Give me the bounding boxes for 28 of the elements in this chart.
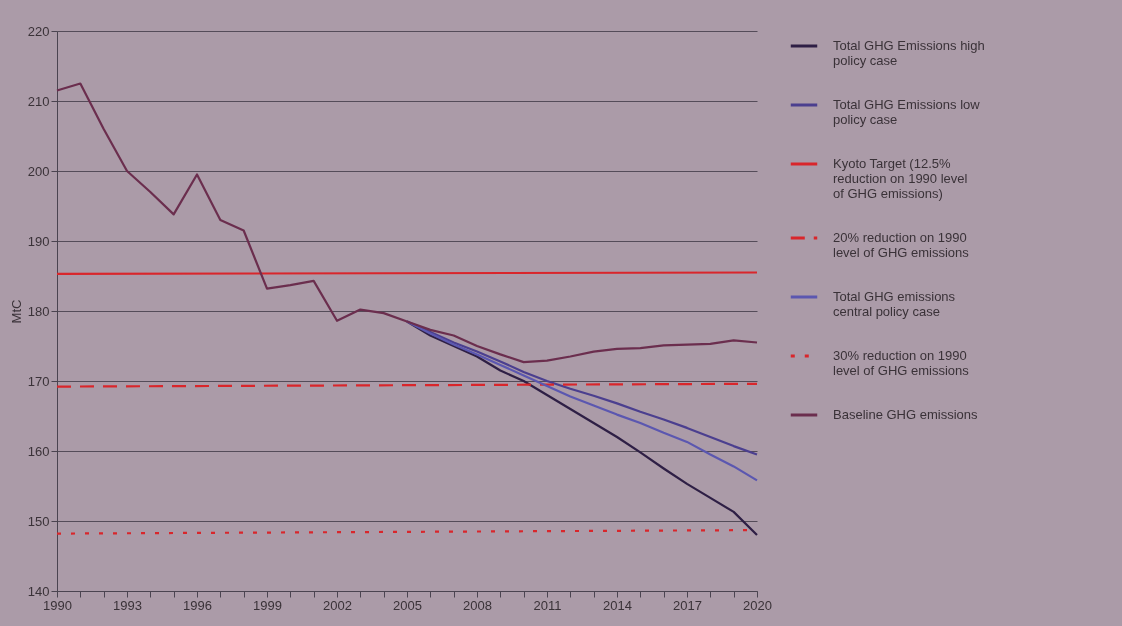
legend-label: Total GHG Emissions low policy case xyxy=(833,97,981,127)
legend-label: Kyoto Target (12.5% reduction on 1990 level of GHG emissions) xyxy=(833,156,968,201)
x-tick-label: 2005 xyxy=(393,597,422,613)
y-tick-label: 170 xyxy=(27,373,50,389)
y-tick-label: 180 xyxy=(27,303,50,319)
y-axis-title: MtC xyxy=(8,299,24,324)
x-tick-label: 2011 xyxy=(533,597,562,613)
x-tick-label: 1993 xyxy=(113,597,142,613)
y-tick-label: 220 xyxy=(27,23,50,39)
legend-label: Total GHG Emissions high policy case xyxy=(833,38,985,68)
legend-label: Baseline GHG emissions xyxy=(833,407,978,422)
legend-label: Total GHG emissions central policy case xyxy=(833,289,956,319)
y-tick-label: 200 xyxy=(27,163,50,179)
x-tick-label: 2017 xyxy=(673,597,702,613)
y-tick-label: 190 xyxy=(27,233,50,249)
legend-label: 30% reduction on 1990 level of GHG emissions xyxy=(833,348,970,378)
legend-label: 20% reduction on 1990 level of GHG emissions xyxy=(833,230,970,260)
y-tick-label: 140 xyxy=(27,583,50,599)
y-tick-label: 160 xyxy=(27,443,50,459)
x-tick-label: 2014 xyxy=(603,597,632,613)
y-tick-label: 210 xyxy=(27,93,50,109)
x-tick-label: 1990 xyxy=(43,597,72,613)
x-tick-label: 1996 xyxy=(183,597,212,613)
x-tick-label: 2008 xyxy=(463,597,492,613)
x-tick-label: 2002 xyxy=(323,597,352,613)
x-tick-label: 2020 xyxy=(743,597,772,613)
x-tick-label: 1999 xyxy=(253,597,282,613)
y-tick-label: 150 xyxy=(27,513,50,529)
